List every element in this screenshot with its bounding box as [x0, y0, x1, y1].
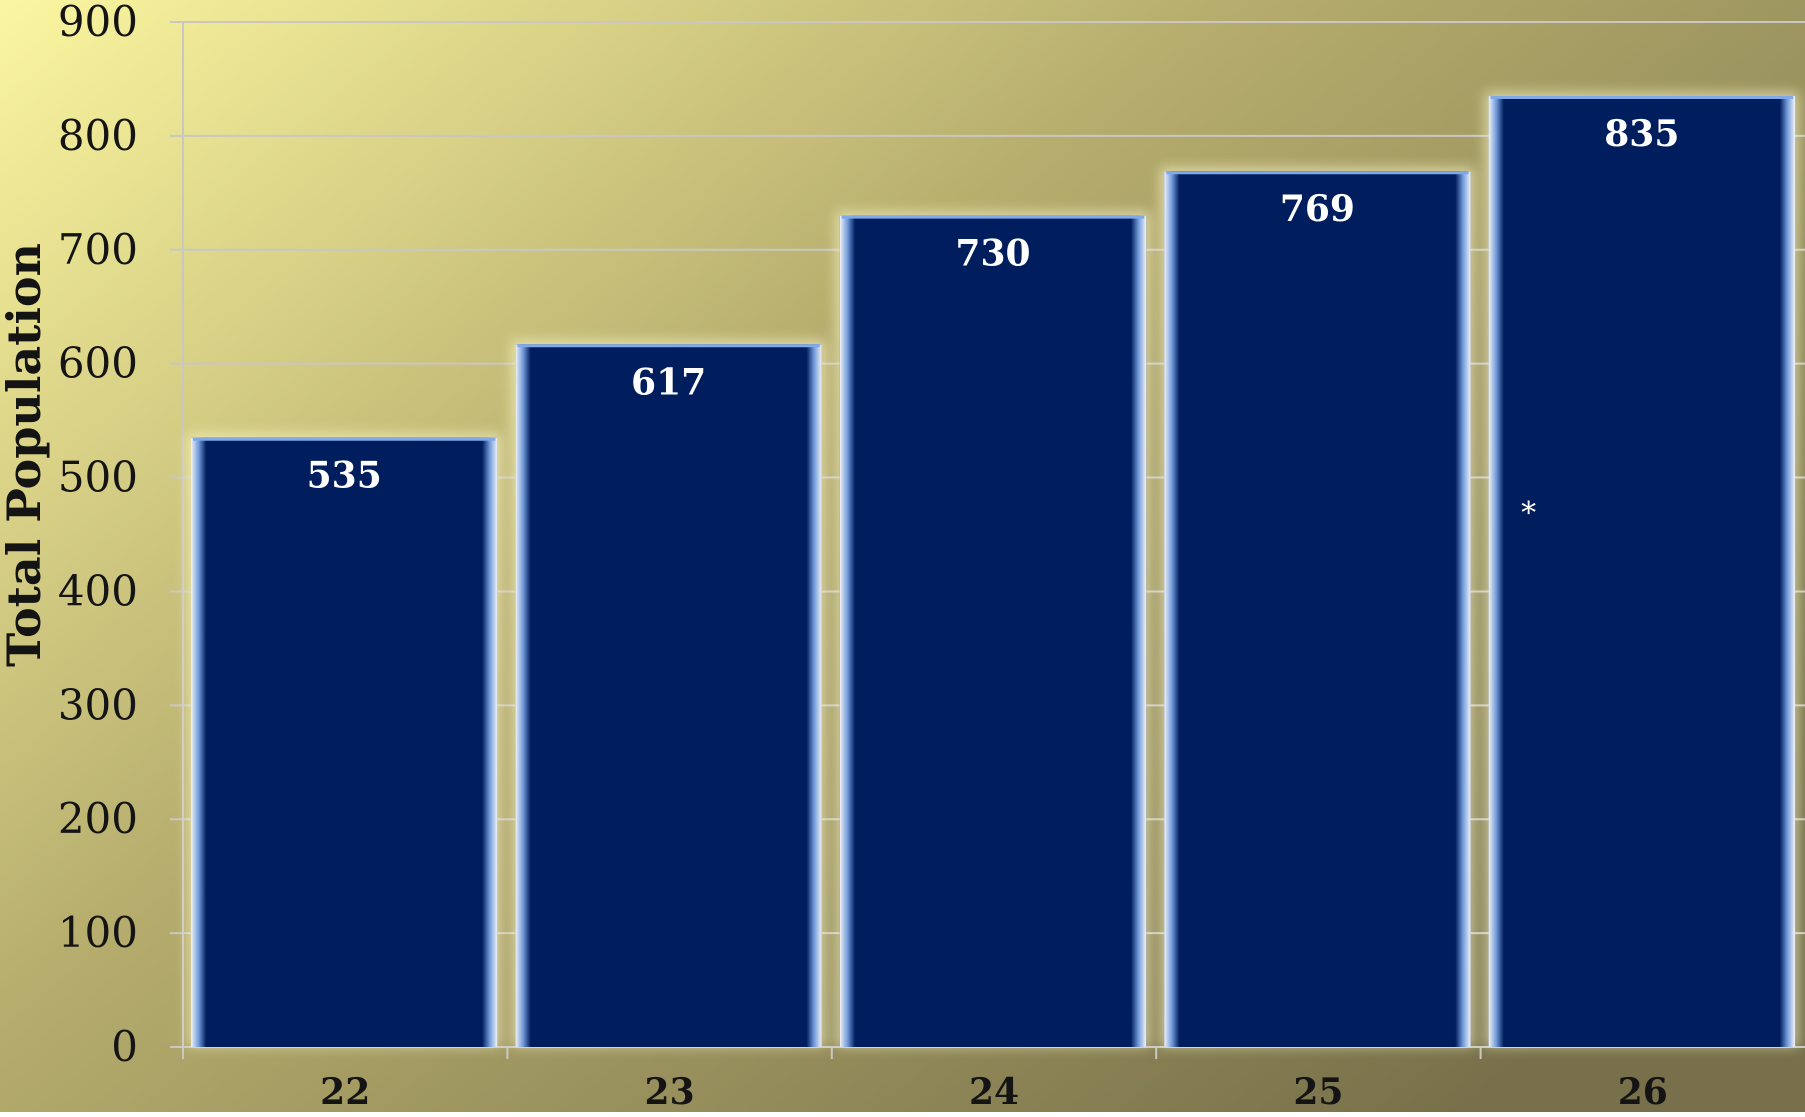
x-tick-label: 23: [645, 1071, 695, 1112]
y-tick-label: 0: [111, 1022, 138, 1071]
x-tick-label: 26: [1618, 1071, 1668, 1112]
bars: [187, 92, 1799, 1048]
bar-highlight: [515, 344, 822, 1047]
bar-highlight: [191, 437, 498, 1047]
y-tick-label: 100: [58, 908, 138, 957]
x-tick-label: 24: [969, 1071, 1019, 1112]
y-tick-label: 400: [58, 566, 138, 615]
annotation: *: [1521, 496, 1536, 531]
data-label: 835: [1604, 113, 1679, 155]
y-tick-label: 300: [58, 680, 138, 729]
y-axis-title: Total Population: [0, 243, 51, 667]
y-tick-label: 800: [58, 111, 138, 160]
data-label: 769: [1280, 188, 1355, 230]
bar-highlight: [1164, 171, 1471, 1047]
labels: 0 100 200 300 400 500 600 700 800 900 535 22 617 23 73…: [58, 0, 1680, 1113]
y-tick-label: 200: [58, 794, 138, 843]
data-label: 730: [955, 233, 1030, 275]
bar-highlight: [1488, 96, 1795, 1048]
data-label: 617: [631, 361, 706, 403]
bar-highlight: [839, 215, 1147, 1048]
y-tick-label: 700: [58, 225, 138, 274]
y-tick-label: 500: [58, 453, 138, 502]
y-tick-label: 900: [58, 0, 138, 46]
data-label: 535: [307, 455, 382, 497]
y-tick-label: 600: [58, 339, 138, 388]
x-tick-label: 22: [320, 1071, 370, 1112]
x-tick-label: 25: [1293, 1071, 1343, 1112]
